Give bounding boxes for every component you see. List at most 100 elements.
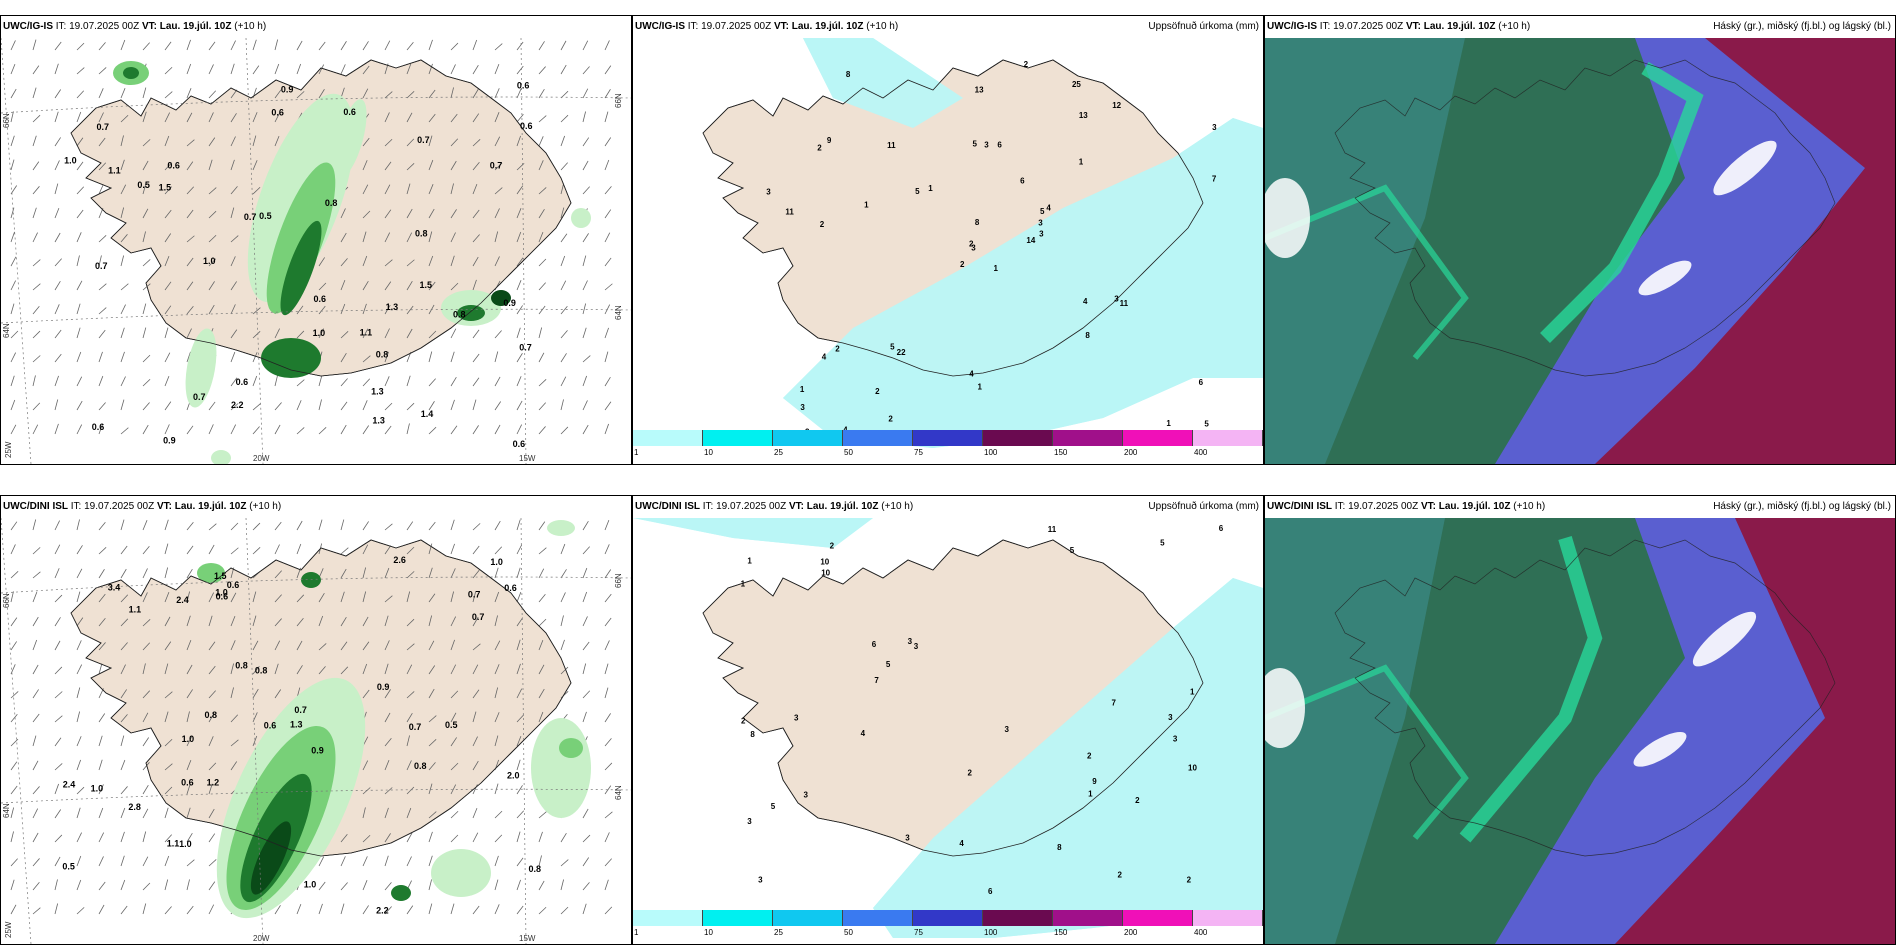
value-label: 11 <box>1120 299 1129 308</box>
legend-colorbar <box>633 910 1263 926</box>
legend-tick: 150 <box>1054 448 1068 457</box>
panel-header: UWC/IG-IS IT: 19.07.2025 00Z VT: Lau. 19… <box>633 16 1263 38</box>
lat-label-66n: 66N <box>2 113 11 128</box>
value-label: 0.6 <box>264 720 277 730</box>
precip-labels: 1231522256131485232145621323411913114724… <box>766 60 1217 436</box>
legend-tick: 200 <box>1124 928 1138 937</box>
value-label: 1.5 <box>214 571 227 581</box>
legend-tick: 100 <box>984 928 998 937</box>
panel-header: UWC/DINI ISL IT: 19.07.2025 00Z VT: Lau.… <box>3 501 282 512</box>
value-label: 0.8 <box>414 761 427 771</box>
value-label: 8 <box>1057 843 1062 852</box>
value-label: 2.2 <box>231 400 244 410</box>
value-label: 6 <box>997 140 1002 149</box>
value-label: 1.1 <box>167 839 180 849</box>
value-label: 4 <box>959 839 964 848</box>
panel-precip-dini: UWC/DINI ISL IT: 19.07.2025 00Z VT: Lau.… <box>632 495 1264 945</box>
value-label: 0.6 <box>343 107 356 117</box>
legend-swatch <box>913 430 983 446</box>
value-label: 6 <box>1219 524 1224 533</box>
value-label: 1.0 <box>490 557 503 567</box>
value-label: 0.6 <box>236 377 249 387</box>
value-label: 1.0 <box>304 880 317 890</box>
value-label: 0.8 <box>235 661 248 671</box>
legend-swatch <box>1053 910 1123 926</box>
precip-map: 2332323561312123123336571011109810768543… <box>633 518 1263 944</box>
value-label: 9 <box>1092 777 1097 786</box>
panel-precip-ig: UWC/IG-IS IT: 19.07.2025 00Z VT: Lau. 19… <box>632 15 1264 465</box>
legend-colorbar <box>633 430 1263 446</box>
legend-tick: 1 <box>634 928 639 937</box>
value-label: 2 <box>1024 60 1029 69</box>
precip-map: 1231522256131485232145621323411913114724… <box>633 38 1263 464</box>
clear-sky <box>1265 178 1310 258</box>
value-label: 1 <box>1088 789 1093 798</box>
precip-legend: 1 10 25 50 75 100 150 200 400 <box>633 910 1263 938</box>
lon-label-25w: 25W <box>4 441 13 458</box>
legend-tick: 400 <box>1194 448 1208 457</box>
value-label: 8 <box>975 218 980 227</box>
value-label: 9 <box>827 136 832 145</box>
value-label: 13 <box>975 85 984 94</box>
cloud-edge-band <box>1265 664 1469 840</box>
value-label: 2 <box>835 345 840 354</box>
value-label: 5 <box>972 139 977 148</box>
value-label: 5 <box>1160 538 1165 547</box>
value-label: 3 <box>905 834 910 843</box>
legend-swatch <box>1123 430 1193 446</box>
value-label: 0.7 <box>519 343 532 353</box>
value-label: 0.6 <box>513 439 526 449</box>
value-label: 5 <box>890 342 895 351</box>
value-label: 4 <box>1046 204 1051 213</box>
value-label: 6 <box>988 887 993 896</box>
value-label: 4 <box>822 352 827 361</box>
legend-tick: 10 <box>704 448 713 457</box>
panel-header: UWC/IG-IS IT: 19.07.2025 00Z VT: Lau. 19… <box>3 21 267 32</box>
value-label: 2 <box>1117 871 1122 880</box>
value-label: 2.4 <box>176 595 189 605</box>
value-label: 2 <box>968 768 973 777</box>
value-label: 2 <box>960 260 965 269</box>
value-label: 1.1 <box>129 604 142 614</box>
value-label: 11 <box>887 141 896 150</box>
clear-sky <box>1265 668 1305 748</box>
value-label: 8 <box>846 70 851 79</box>
coastline <box>702 539 1204 857</box>
cloud-mid-west <box>1265 518 1445 944</box>
legend-tick: 100 <box>984 448 998 457</box>
value-label: 0.7 <box>409 722 422 732</box>
value-label: 3 <box>1005 725 1010 734</box>
value-label: 11 <box>785 208 794 217</box>
legend-tick: 75 <box>914 448 923 457</box>
precip-legend: 1 10 25 50 75 100 150 200 400 <box>633 430 1263 458</box>
legend-swatch <box>1053 430 1123 446</box>
value-label: 1 <box>747 557 752 566</box>
value-label: 3 <box>803 791 808 800</box>
value-label: 1 <box>1079 158 1084 167</box>
value-label: 1 <box>993 264 998 273</box>
legend-tick: 50 <box>844 928 853 937</box>
cloud-mid-west <box>1265 38 1465 464</box>
value-label: 2 <box>969 239 974 248</box>
legend-swatch <box>773 430 843 446</box>
legend-swatch <box>983 430 1053 446</box>
value-label: 1.3 <box>290 720 303 730</box>
wind-barbs <box>10 519 613 915</box>
value-label: 0.9 <box>311 745 324 755</box>
lon-label-25w: 25W <box>4 921 13 938</box>
cloud-map <box>1265 38 1895 464</box>
panel-header: UWC/DINI ISL IT: 19.07.2025 00Z VT: Lau.… <box>1265 496 1895 518</box>
value-label: 2 <box>1135 796 1140 805</box>
value-label: 2 <box>1187 876 1192 885</box>
legend-swatch <box>983 910 1053 926</box>
wind-map: 66N 64N 25W 66N 64N 20W 15W 1.3 2.4 3.4 0.8 2.2 0.7 0… <box>1 518 631 944</box>
value-label: 1 <box>928 184 933 193</box>
value-label: 2 <box>888 414 893 423</box>
value-label: 3 <box>800 403 805 412</box>
value-label: 0.6 <box>167 161 180 171</box>
clear-sky <box>1633 732 1687 767</box>
value-label: 7 <box>874 676 879 685</box>
lon-label-15w: 15W <box>519 934 536 943</box>
legend-swatch <box>703 910 773 926</box>
cloud-low-area <box>1595 38 1895 464</box>
